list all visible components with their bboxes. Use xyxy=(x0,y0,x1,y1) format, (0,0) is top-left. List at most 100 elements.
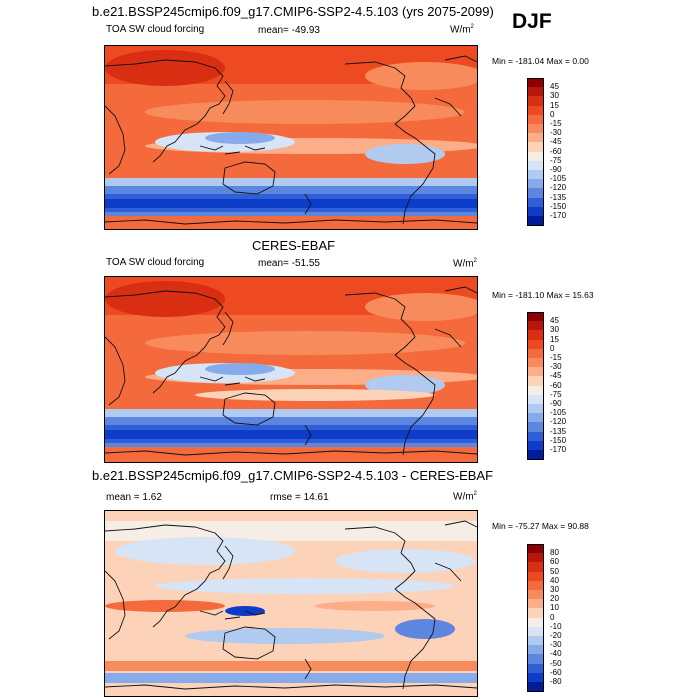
coastline-path xyxy=(344,292,416,356)
colorbar-swatch xyxy=(527,321,544,331)
panel1-minmax: Min = -181.04 Max = 0.00 xyxy=(492,56,589,66)
colorbar-swatch xyxy=(527,330,544,341)
colorbar-tick-label: -90 xyxy=(550,399,562,408)
panel2-map xyxy=(104,276,478,463)
colorbar-tick-label: 30 xyxy=(550,585,559,594)
colorbar-tick-label: -90 xyxy=(550,165,562,174)
colorbar-swatch xyxy=(527,431,544,442)
colorbar-swatch xyxy=(527,404,544,414)
colorbar-tick-label: 20 xyxy=(550,594,559,604)
colorbar-tick-label: 0 xyxy=(550,612,555,622)
colorbar-tick-label: -120 xyxy=(550,417,567,427)
colorbar-tick-label: -60 xyxy=(550,380,562,390)
panel3-map xyxy=(104,510,478,697)
panel2-units: W/m2 xyxy=(453,258,477,270)
colorbar-tick-label: -30 xyxy=(550,640,562,650)
colorbar-tick-label: -105 xyxy=(550,174,567,184)
colorbar-swatch xyxy=(527,617,544,628)
coastline-path xyxy=(394,354,436,456)
colorbar-tick-label: -10 xyxy=(550,621,562,631)
colorbar-swatch xyxy=(527,608,544,619)
colorbar-tick-label: -150 xyxy=(550,201,567,211)
colorbar-swatch xyxy=(527,394,544,405)
colorbar-tick-label: -80 xyxy=(550,677,562,686)
coastline-path xyxy=(344,526,416,590)
colorbar-swatch xyxy=(527,133,544,143)
coastline-path xyxy=(434,286,477,348)
coastline-path xyxy=(105,290,226,394)
coastline-path xyxy=(105,684,477,690)
coastlines xyxy=(105,55,477,225)
colorbar-swatch xyxy=(527,216,544,226)
colorbar-tick-label: -105 xyxy=(550,408,567,418)
map-field xyxy=(105,511,477,696)
colorbar-tick-label: -135 xyxy=(550,192,567,202)
coastline-path xyxy=(105,105,126,175)
colorbar-swatch xyxy=(527,96,544,107)
colorbar-swatch xyxy=(527,348,544,359)
colorbar-tick-label: 0 xyxy=(550,109,555,119)
coastline-path xyxy=(105,450,477,456)
colorbar-tick-label: 15 xyxy=(550,334,559,344)
colorbar-swatch xyxy=(527,188,544,199)
figure-title: b.e21.BSSP245cmip6.f09_g17.CMIP6-SSP2-4.… xyxy=(92,4,494,19)
coastline-path xyxy=(222,311,234,346)
coastline-path xyxy=(434,55,477,117)
colorbar-tick-label: 50 xyxy=(550,566,559,576)
colorbar-tick-label: -60 xyxy=(550,667,562,677)
colorbar-swatch xyxy=(527,339,544,350)
coastline-path xyxy=(344,61,416,125)
coastline-path xyxy=(105,59,226,163)
colorbar-tick-label: -170 xyxy=(550,445,567,454)
colorbar-swatch xyxy=(527,636,544,646)
panel3-mean: mean = 1.62 xyxy=(106,492,162,503)
colorbar-tick-label: -20 xyxy=(550,631,562,640)
panel2-variable-label: TOA SW cloud forcing xyxy=(106,257,205,268)
colorbar-tick-label: -60 xyxy=(550,146,562,156)
colorbar-tick-label: 30 xyxy=(550,91,559,101)
colorbar-swatch xyxy=(527,553,544,563)
colorbar-swatch xyxy=(527,626,544,637)
colorbar-tick-label: -170 xyxy=(550,211,567,220)
colorbar-swatch xyxy=(527,654,544,665)
colorbar-tick-label: -30 xyxy=(550,362,562,372)
colorbar-swatch xyxy=(527,599,544,609)
colorbar-tick-label: 45 xyxy=(550,82,559,92)
colorbar-tick-label: 40 xyxy=(550,575,559,585)
colorbar-swatch xyxy=(527,385,544,396)
colorbar-swatch xyxy=(527,170,544,180)
colorbar-tick-label: 60 xyxy=(550,557,559,567)
colorbar-swatch xyxy=(527,160,544,171)
panel1-units: W/m2 xyxy=(450,24,474,36)
colorbar-tick-label: 30 xyxy=(550,325,559,335)
colorbar-tick-label: -50 xyxy=(550,658,562,668)
colorbar-tick-label: 15 xyxy=(550,100,559,110)
coastline-path xyxy=(222,626,276,660)
panel3-rmse: rmse = 14.61 xyxy=(270,492,329,503)
colorbar-tick-label: -30 xyxy=(550,128,562,138)
coastlines xyxy=(105,286,477,456)
coastline-path xyxy=(105,336,126,406)
coastline-path xyxy=(304,424,312,446)
colorbar-swatch xyxy=(527,87,544,97)
panel1-variable-label: TOA SW cloud forcing xyxy=(106,24,205,35)
colorbar-swatch xyxy=(527,562,544,573)
coastline-path xyxy=(222,80,234,115)
colorbar-swatch xyxy=(527,179,544,189)
panel1-map xyxy=(104,45,478,230)
coastline-path xyxy=(304,658,312,680)
colorbar-tick-label: -150 xyxy=(550,435,567,445)
colorbar-swatch xyxy=(527,376,544,387)
colorbar-swatch xyxy=(527,367,544,377)
panel3-title: b.e21.BSSP245cmip6.f09_g17.CMIP6-SSP2-4.… xyxy=(92,468,494,483)
coastline-path xyxy=(199,145,266,155)
panel2-minmax: Min = -181.10 Max = 15.63 xyxy=(492,290,594,300)
coastline-path xyxy=(434,520,477,582)
panel2-mean: mean= -51.55 xyxy=(258,258,320,269)
coastlines xyxy=(105,520,477,690)
colorbar-swatch xyxy=(527,78,544,88)
panel2-title: CERES-EBAF xyxy=(252,238,336,253)
colorbar-swatch xyxy=(527,142,544,153)
colorbar-swatch xyxy=(527,114,544,125)
panel3-units: W/m2 xyxy=(453,491,477,503)
